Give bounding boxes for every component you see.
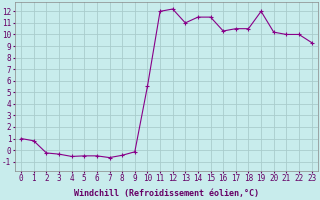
X-axis label: Windchill (Refroidissement éolien,°C): Windchill (Refroidissement éolien,°C) [74, 189, 259, 198]
